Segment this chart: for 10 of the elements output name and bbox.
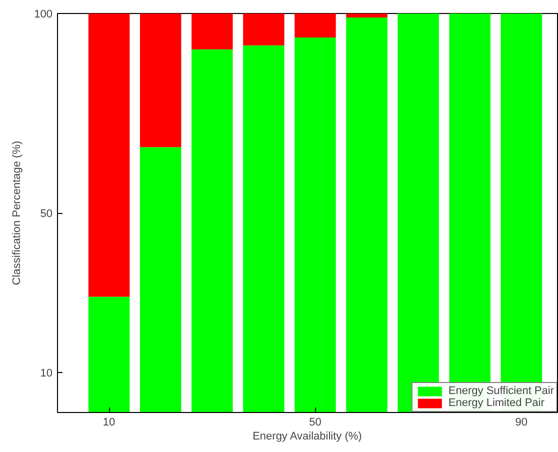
legend-label: Energy Sufficient Pair: [448, 385, 554, 397]
y-tick-label: 50: [40, 208, 53, 220]
y-axis-title: Classification Percentage (%): [11, 140, 24, 286]
x-axis-title: Energy Availability (%): [252, 430, 362, 442]
x-tick-label: 10: [102, 416, 116, 428]
legend-label: Energy Limited Pair: [448, 397, 544, 409]
y-tick-label: 10: [40, 368, 53, 380]
y-tick-label: 100: [34, 8, 53, 20]
x-tick-label: 50: [309, 416, 322, 428]
x-tick-label: 90: [515, 416, 528, 428]
